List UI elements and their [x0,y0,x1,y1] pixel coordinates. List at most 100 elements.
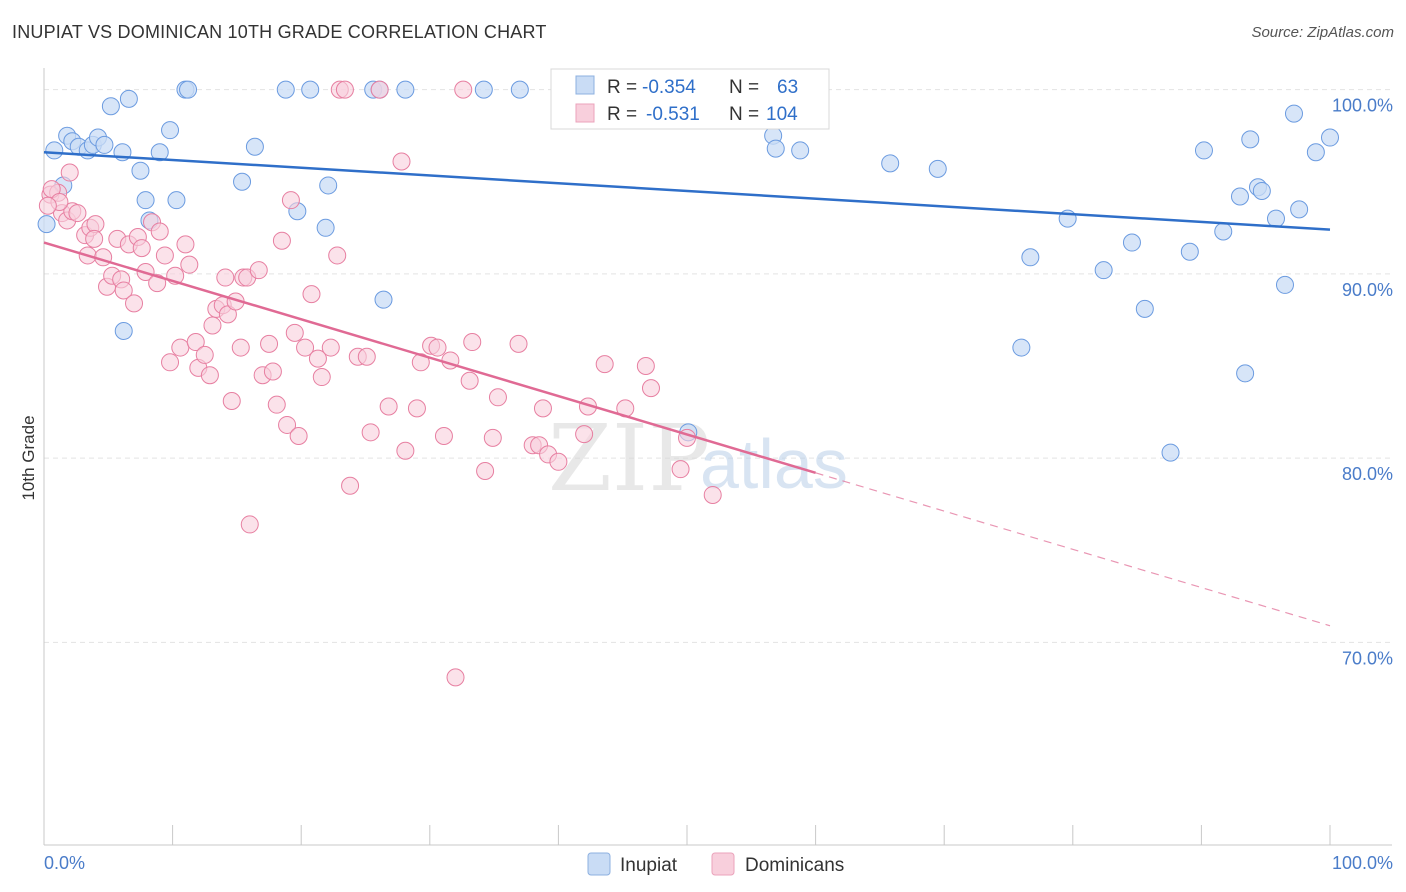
dominicans-trend-projection [815,472,1331,627]
inupiat-point [37,215,56,234]
watermark-atlas: atlas [700,425,848,503]
legend-r-value-1: -0.354 [642,77,696,98]
dominicans-point [278,415,297,434]
dominicans-point [509,334,528,353]
dominicans-point [357,347,376,366]
inupiat-point [136,191,155,210]
bottom-legend-inupiat: Inupiat [620,855,678,876]
inupiat-point [374,290,393,309]
inupiat-point [1214,222,1233,241]
dominicans-point [125,294,144,313]
dominicans-point [176,235,195,254]
dominicans-point [302,285,321,304]
dominicans-point [671,460,690,479]
dominicans-point [263,362,282,381]
y-tick-label: 90.0% [1342,280,1393,300]
inupiat-point [301,80,320,99]
dominicans-point [150,222,169,241]
dominicans-point [396,441,415,460]
y-tick-label: 80.0% [1342,464,1393,484]
dominicans-point [703,485,722,504]
dominicans-point [341,476,360,495]
dominicans-point [460,371,479,390]
inupiat-point [1194,141,1213,160]
dominicans-point [161,353,180,372]
inupiat-point [881,154,900,173]
inupiat-point [1122,233,1141,252]
inupiat-point [1135,299,1154,318]
dominicans-point [195,345,214,364]
dominicans-point [85,229,104,248]
inupiat-point [150,143,169,162]
legend-n-value-2: 104 [766,104,798,125]
legend-n-label-2: N = [729,104,759,125]
dominicans-point [267,395,286,414]
inupiat-point [131,161,150,180]
dominicans-point [328,246,347,265]
inupiat-point [276,80,295,99]
dominicans-point [321,338,340,357]
dominicans-point [454,80,473,99]
dominicans-point [488,388,507,407]
dominicans-point [222,391,241,410]
inupiat-point [1236,364,1255,383]
dominicans-point [231,338,250,357]
legend-r-label-2: R = [607,104,637,125]
x-tick-labels: 0.0% 100.0% [44,853,1393,873]
inupiat-point [316,218,335,237]
inupiat-point [791,141,810,160]
inupiat-point [233,172,252,191]
dominicans-point [249,261,268,280]
dominicans-point [533,399,552,418]
correlation-legend: R = -0.354 N = 63 R = -0.531 N = 104 [550,68,830,130]
inupiat-point [474,80,493,99]
dominicans-point [463,333,482,352]
dominicans-point [434,426,453,445]
inupiat-point [1161,443,1180,462]
dominicans-point [595,355,614,374]
grid-lines [44,89,1392,643]
dominicans-point [289,426,308,445]
dominicans-point [446,668,465,687]
dominicans-point [171,338,190,357]
legend-box [550,68,830,130]
y-axis-label: 10th Grade [19,415,38,500]
dominicans-point [361,423,380,442]
legend-r-value-2: -0.531 [646,104,700,125]
legend-swatch-inupiat [575,75,595,95]
dominicans-point [132,239,151,258]
dominicans-point [260,334,279,353]
legend-n-value-1: 63 [777,77,798,98]
inupiat-point [766,139,785,158]
inupiat-point [1290,200,1309,219]
x-tick-label: 100.0% [1332,853,1393,873]
dominicans-point [575,425,594,444]
dominicans-point [180,255,199,274]
inupiat-point [928,159,947,178]
dominicans-point [60,163,79,182]
series-legend: Inupiat Dominicans [587,852,844,876]
inupiat-point [114,321,133,340]
inupiat-point [119,89,138,108]
dominicans-point [240,515,259,534]
inupiat-point [1012,338,1031,357]
dominicans-point [392,152,411,171]
inupiat-point [1321,128,1339,147]
dominicans-point [155,246,174,265]
dominicans-point [281,191,300,210]
inupiat-point [319,176,338,195]
y-tick-labels: 70.0% 80.0% 90.0% 100.0% [1332,96,1393,669]
y-tick-label: 100.0% [1332,96,1393,116]
dominicans-point [68,204,87,223]
inupiat-point [245,137,264,156]
dominicans-point [636,356,655,375]
dominicans-point [186,333,205,352]
dominicans-point [312,368,331,387]
inupiat-point [45,141,64,160]
legend-n-label-1: N = [729,77,759,98]
dominicans-point [114,281,133,300]
inupiat-point [101,97,120,116]
watermark: ZIP atlas [548,405,848,512]
inupiat-point [1241,130,1260,149]
dominicans-point [335,80,354,99]
